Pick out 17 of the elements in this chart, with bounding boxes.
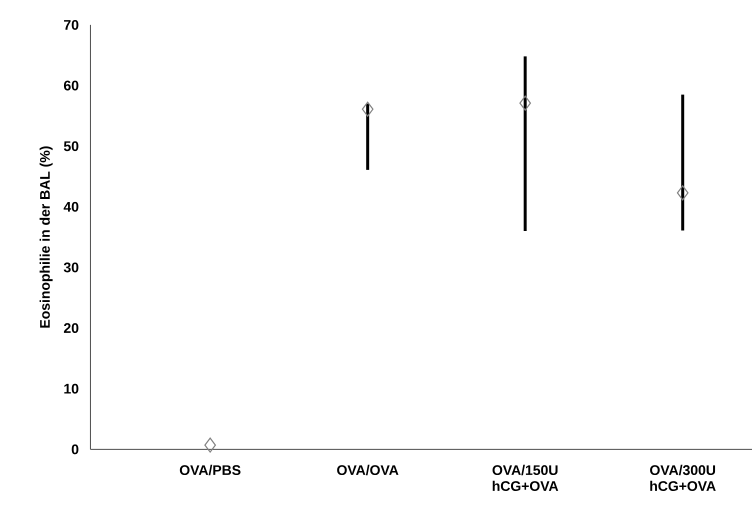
x-tick-label: OVA/150U hCG+OVA <box>492 464 558 491</box>
point <box>362 102 374 117</box>
x-tick-label: OVA/PBS <box>180 464 240 476</box>
point <box>519 96 532 111</box>
y-tick-label: 60 <box>64 80 78 90</box>
y-tick-label: 40 <box>64 202 78 212</box>
point <box>204 437 216 453</box>
y-axis-title: Eosinophilie in der BAL (%) <box>40 146 53 328</box>
y-tick-label: 20 <box>64 323 78 333</box>
point <box>676 185 689 200</box>
y-tick-label: 0 <box>72 444 78 454</box>
y-tick-label: 30 <box>64 262 78 272</box>
x-tick-label: OVA/OVA <box>337 464 398 476</box>
x-tick-label: OVA/300U hCG+OVA <box>650 464 716 491</box>
y-tick-label: 10 <box>64 384 78 394</box>
y-tick-label: 70 <box>64 20 78 30</box>
y-tick-label: 50 <box>64 141 78 152</box>
